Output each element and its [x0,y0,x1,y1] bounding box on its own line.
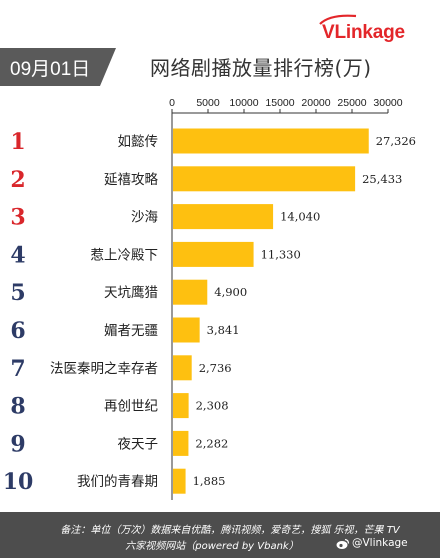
category-label: 再创世纪 [104,399,158,415]
value-label: 4,900 [214,285,247,299]
footer-line-2: 六家视频网站（powered by Vbank） [125,541,299,552]
value-label: 11,330 [261,247,301,261]
value-label: 27,326 [376,134,416,148]
date-label: 09月01日 [10,59,91,80]
bar [173,393,189,419]
vlinkage-logo: VLinkage [318,12,430,43]
bar [173,204,274,230]
value-label: 2,282 [195,436,228,450]
bar [173,279,208,305]
rank-number: 8 [10,394,25,420]
rank-number: 2 [10,167,25,193]
rank-number: 3 [10,205,25,231]
bar [173,317,200,343]
bar [173,166,356,192]
value-label: 3,841 [207,323,240,337]
x-tick-label: 10000 [229,97,258,109]
logo-text: VLinkage [322,22,405,43]
category-label: 天坑鹰猎 [104,285,158,301]
rank-number: 6 [10,318,25,344]
rank-number: 4 [10,242,25,268]
bar [173,468,186,494]
weibo-icon [336,538,350,549]
category-label: 法医秦明之幸存者 [50,361,158,377]
x-tick-label: 0 [169,97,175,109]
category-label: 惹上冷殿下 [91,247,159,263]
value-label: 2,736 [199,361,232,375]
category-label: 夜天子 [118,436,159,452]
footer-note: 备注：单位（万次）数据来自优酷，腾讯视频，爱奇艺，搜狐 乐视，芒果 TV 六家视… [0,512,440,558]
value-label: 14,040 [280,210,320,224]
rank-number: 1 [10,129,25,155]
category-label: 延禧攻略 [104,172,158,188]
x-tick-label: 5000 [196,97,220,109]
bar-chart: 0 5000 10000 15000 20000 25000 30000 1 如懿传 27,326… [3,97,416,500]
category-label: 沙海 [131,210,158,226]
value-label: 25,433 [362,172,402,186]
category-label: 我们的青春期 [77,474,158,490]
bar [173,430,189,456]
date-badge: 09月01日 [0,48,116,86]
bar [173,128,369,154]
rank-number: 9 [10,431,25,457]
category-label: 媚者无疆 [104,323,158,339]
value-label: 1,885 [193,474,226,488]
bar [173,241,254,267]
x-tick-label: 20000 [301,97,330,109]
rank-number: 5 [10,280,25,306]
x-tick-label: 25000 [337,97,366,109]
x-tick-label: 15000 [265,97,294,109]
chart-title: 网络剧播放量排行榜(万) [150,56,372,80]
bar [173,355,192,381]
logo-swoosh-icon [319,14,357,25]
value-label: 2,308 [196,399,229,413]
rank-number: 7 [10,356,25,382]
watermark: @Vlinkage [352,537,408,549]
category-label: 如懿传 [118,134,159,150]
footer-line-1: 备注：单位（万次）数据来自优酷，腾讯视频，爱奇艺，搜狐 乐视，芒果 TV [60,525,400,536]
x-tick-label: 30000 [373,97,402,109]
rank-number: 10 [3,469,34,495]
